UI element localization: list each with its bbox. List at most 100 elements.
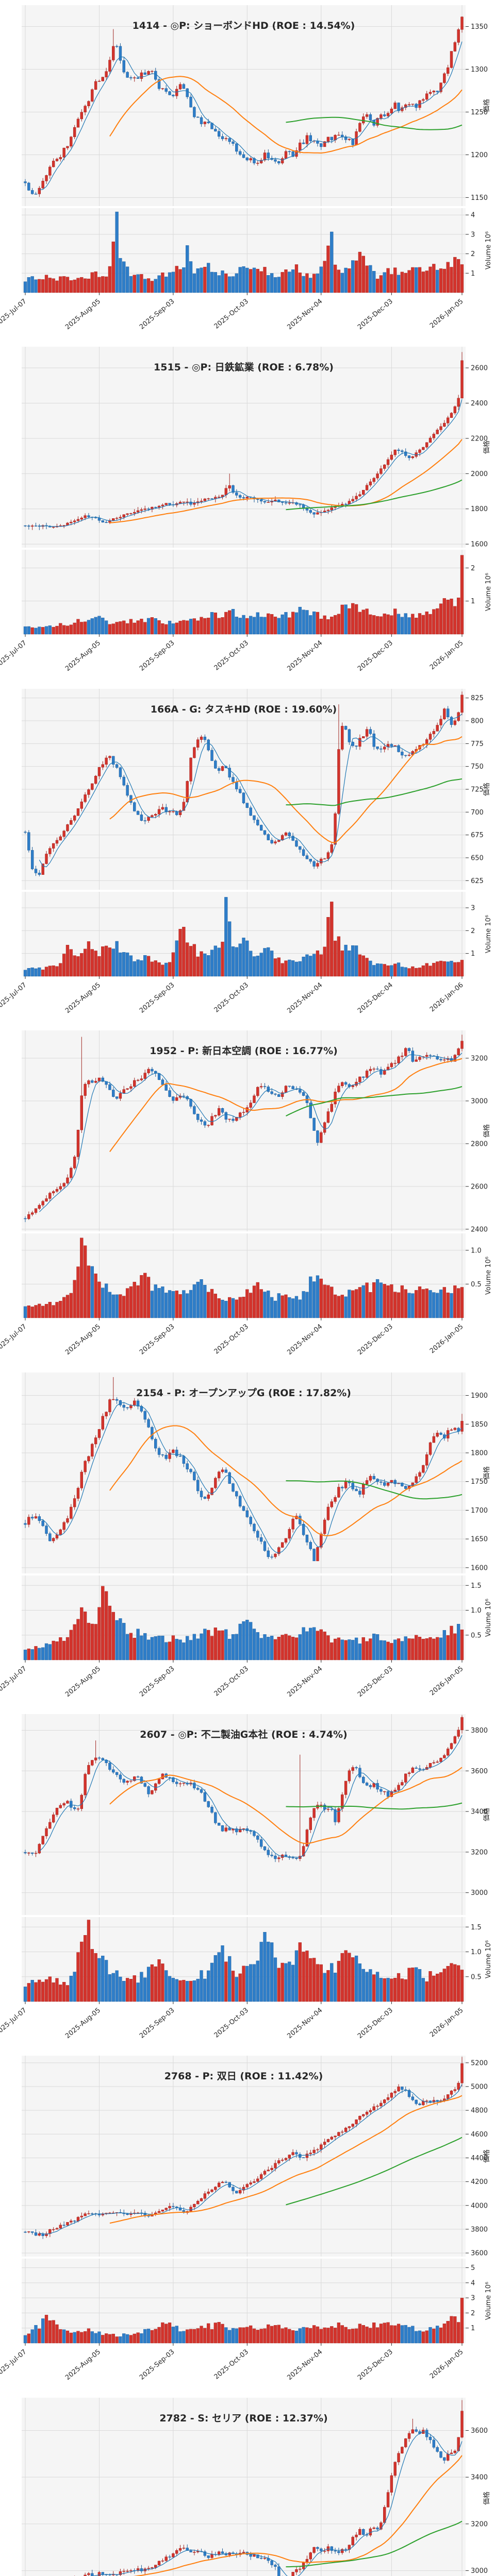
ma-short-line bbox=[39, 1735, 463, 1858]
price-panel-bg bbox=[22, 2056, 466, 2257]
x-axis-date-label: 2026-Jan-05 bbox=[428, 2007, 465, 2039]
x-axis-date-label: 2025-Aug-05 bbox=[64, 2007, 102, 2040]
price-tick-label: 3800 bbox=[471, 2226, 488, 2234]
ma-short-line bbox=[39, 399, 463, 527]
price-tick-label: 675 bbox=[471, 832, 484, 839]
chart-title: 1952 - P: 新日本空調 (ROE : 16.77%) bbox=[150, 1045, 338, 1057]
x-axis-date-label: 2025-Oct-03 bbox=[213, 2007, 250, 2040]
x-axis-date-label: 2025-Nov-04 bbox=[286, 2007, 324, 2040]
x-axis-date-label: 2025-Sep-03 bbox=[138, 1665, 176, 1698]
ma-mid-line bbox=[109, 2095, 463, 2224]
volume-tick-label: 1.0 bbox=[471, 1607, 482, 1615]
price-tick-label: 3400 bbox=[471, 1808, 488, 1816]
x-axis-date-label: 2025-Oct-03 bbox=[213, 298, 250, 331]
stock-chart-svg: 2025-Jul-072025-Aug-052025-Sep-032025-Oc… bbox=[22, 2397, 491, 2576]
chart-title: 2768 - P: 双日 (ROE : 11.42%) bbox=[164, 2071, 323, 2082]
x-axis-date-label: 2025-Aug-05 bbox=[64, 298, 102, 331]
ma-mid-line bbox=[132, 2455, 463, 2576]
ma-mid-line bbox=[109, 439, 463, 524]
volume-bars bbox=[23, 1920, 464, 2002]
volume-tick-label: 2 bbox=[471, 927, 475, 935]
ma-long-line bbox=[286, 480, 463, 511]
price-tick-label: 3200 bbox=[471, 1055, 488, 1063]
price-tick-label: 1900 bbox=[471, 1392, 488, 1400]
price-tick-label: 3000 bbox=[471, 2567, 488, 2575]
price-tick-label: 3400 bbox=[471, 2473, 488, 2481]
ma-short-line bbox=[89, 2431, 463, 2576]
x-axis-date-label: 2026-Jan-05 bbox=[428, 2348, 465, 2381]
chart-title: 1414 - ◎P: ショーボンドHD (ROE : 14.54%) bbox=[133, 20, 355, 31]
price-tick-label: 3000 bbox=[471, 1098, 488, 1106]
price-tick-label: 2400 bbox=[471, 400, 488, 408]
x-axis-date-label: 2025-Aug-05 bbox=[64, 639, 102, 673]
x-axis-date-label: 2025-Nov-04 bbox=[286, 2348, 324, 2382]
x-axis-date-label: 2025-Aug-05 bbox=[64, 1323, 102, 1357]
stock-chart: 2025-Jul-07 2025-Aug-05 2025-Sep-03 2025-Oc… bbox=[0, 2050, 495, 2392]
ma-long-line bbox=[286, 1480, 463, 1499]
price-tick-label: 5200 bbox=[471, 2060, 488, 2067]
price-panel-bg bbox=[22, 1714, 466, 1915]
volume-tick-label: 0.5 bbox=[471, 1632, 482, 1639]
price-tick-label: 625 bbox=[471, 877, 484, 885]
ma-short-line bbox=[39, 714, 463, 867]
ma-long-line bbox=[286, 2137, 463, 2206]
x-axis-date-label: 2025-Jul-07 bbox=[0, 981, 28, 1012]
price-tick-label: 3200 bbox=[471, 2520, 488, 2528]
x-axis-date-label: 2025-Dec-03 bbox=[356, 1665, 394, 1699]
price-tick-label: 4200 bbox=[471, 2178, 488, 2186]
chart-title: 2607 - ◎P: 不二製油G本社 (ROE : 4.74%) bbox=[140, 1728, 347, 1740]
volume-bars bbox=[23, 1238, 464, 1318]
ma-long-line bbox=[286, 116, 463, 130]
x-axis-date-label: 2025-Nov-04 bbox=[286, 981, 324, 1014]
volume-tick-label: 1 bbox=[471, 270, 475, 278]
x-axis-date-label: 2025-Jul-07 bbox=[0, 298, 28, 329]
x-axis-date-label: 2025-Jul-07 bbox=[0, 639, 28, 670]
price-tick-label: 825 bbox=[471, 694, 484, 702]
price-tick-label: 3600 bbox=[471, 1768, 488, 1775]
price-tick-label: 1250 bbox=[471, 109, 488, 116]
x-axis-date-label: 2025-Sep-03 bbox=[138, 2348, 176, 2382]
price-tick-label: 1600 bbox=[471, 541, 488, 549]
x-axis-date-label: 2025-Nov-04 bbox=[286, 1665, 324, 1698]
volume-tick-label: 0.5 bbox=[471, 1281, 482, 1289]
volume-tick-label: 1 bbox=[471, 598, 475, 606]
stock-chart: 2025-Jul-07 2025-Aug-05 2025-Sep-03 2025-Oc… bbox=[0, 684, 495, 1025]
volume-bars bbox=[23, 896, 464, 976]
volume-tick-label: 2 bbox=[471, 250, 475, 258]
stock-chart: 2025-Jul-07 2025-Aug-05 2025-Sep-03 2025-Oc… bbox=[0, 1025, 495, 1367]
chart-title: 2154 - P: オープンアップG (ROE : 17.82%) bbox=[136, 1387, 351, 1399]
x-axis-date-label: 2025-Jul-07 bbox=[0, 1323, 28, 1354]
price-tick-label: 725 bbox=[471, 786, 484, 793]
price-tick-label: 1350 bbox=[471, 23, 488, 31]
price-tick-label: 700 bbox=[471, 809, 484, 817]
x-axis-date-label: 2025-Dec-03 bbox=[356, 1323, 394, 1357]
price-tick-label: 4000 bbox=[471, 2202, 488, 2210]
price-axis-label: 価格 bbox=[483, 1466, 491, 1480]
price-axis-label: 価格 bbox=[483, 440, 491, 454]
volume-axis-label: Volume 10⁶ bbox=[485, 231, 492, 269]
ma-long-line bbox=[286, 2520, 463, 2567]
price-tick-label: 1600 bbox=[471, 1564, 488, 1572]
price-tick-label: 1800 bbox=[471, 1449, 488, 1457]
x-axis-date-label: 2026-Jan-05 bbox=[428, 298, 465, 330]
x-axis-date-label: 2025-Dec-04 bbox=[356, 981, 394, 1015]
volume-tick-label: 3 bbox=[471, 904, 475, 912]
chart-title: 2782 - S: セリア (ROE : 12.37%) bbox=[159, 2413, 327, 2424]
volume-bars bbox=[23, 555, 464, 635]
chart-title: 166A - G: タスキHD (ROE : 19.60%) bbox=[151, 704, 337, 715]
volume-bars bbox=[23, 2298, 464, 2344]
volume-tick-label: 3 bbox=[471, 2295, 475, 2302]
price-tick-label: 2600 bbox=[471, 1183, 488, 1191]
candlesticks bbox=[24, 352, 464, 531]
volume-tick-label: 5 bbox=[471, 2264, 475, 2272]
x-axis-date-label: 2025-Dec-03 bbox=[356, 298, 394, 332]
volume-tick-label: 4 bbox=[471, 2280, 475, 2287]
x-axis-date-label: 2026-Jan-05 bbox=[428, 1665, 465, 1697]
x-axis-date-label: 2026-Jan-05 bbox=[428, 1323, 465, 1355]
